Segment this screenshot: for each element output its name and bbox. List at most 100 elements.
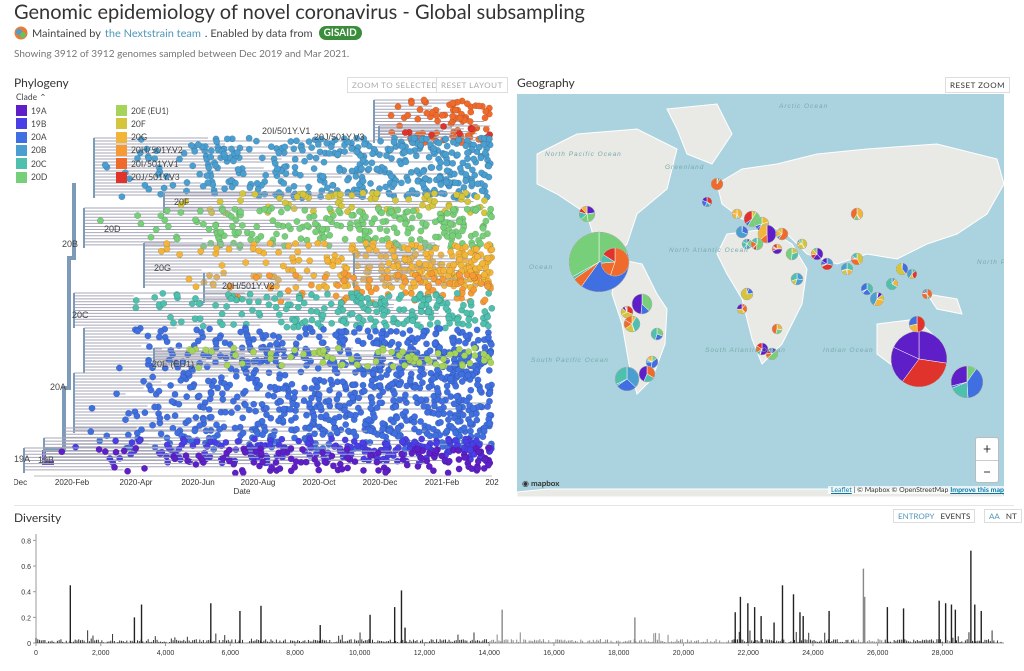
clade-label: 20C [72,310,89,320]
legend-label: 20A [31,132,47,143]
zoom-to-selected-button[interactable]: ZOOM TO SELECTED [347,77,443,93]
legend-item-20g[interactable]: 20G [116,131,148,143]
x-tick-label: 4,000 [157,650,175,657]
showing-summary: Showing 3912 of 3912 genomes sampled bet… [14,48,350,60]
tree-x-tick: 2020-Dec [363,478,398,487]
tree-x-tick: 2020-Oct [303,478,337,487]
map-label: Indian Ocean [823,347,874,354]
map-zoom-control[interactable]: + − [975,437,999,483]
legend-item-20j-501y-v3[interactable]: 20J/501Y.V3 [116,171,180,183]
legend-item-20a[interactable]: 20A [16,131,47,143]
geography-map[interactable]: Arctic Ocean Greenland North Atlantic Ocea… [517,94,1004,497]
chevron-up-icon[interactable]: ⌃ [39,92,47,102]
map-label: South Atlantic Ocean [705,347,786,354]
reset-layout-button[interactable]: RESET LAYOUT [436,77,508,93]
y-tick-label: 0.6 [21,564,31,571]
attribution-text: | © Mapbox © OpenStreetMap [853,486,949,494]
legend-label: 20B [31,145,47,156]
legend-swatch [116,131,127,143]
leaflet-link[interactable]: Leaflet [831,486,852,494]
mapbox-logo[interactable]: ◉ mapbox [522,478,560,488]
nextstrain-logo-icon [14,26,28,40]
x-tick-label: 14,000 [478,650,500,657]
legend-item-20b[interactable]: 20B [16,144,47,156]
y-tick-label: 0.2 [21,615,31,622]
divider [14,505,1014,506]
legend-item-20f[interactable]: 20F [116,118,146,130]
tree-x-tick: 2020-Jun [181,478,214,487]
page-title: Genomic epidemiology of novel coronaviru… [14,0,585,24]
legend-swatch [116,171,127,183]
phylogeny-title: Phylogeny [14,75,69,90]
clade-label: 20E (EU1) [152,359,194,369]
legend-item-20h-501y-v2[interactable]: 20H/501Y.V2 [116,144,183,156]
aa-tab[interactable]: AA [989,511,1000,521]
x-tick-label: 10,000 [349,650,371,657]
legend-item-19a[interactable]: 19A [16,105,47,116]
clade-label: 20H/501Y.V2 [222,281,274,291]
map-label: North Pacific Ocean [977,259,1004,266]
legend-swatch [116,105,127,116]
entropy-events-toggle[interactable]: ENTROPY EVENTS [893,509,976,523]
gisaid-logo[interactable]: GISAID [318,26,362,40]
zoom-out-button[interactable]: − [982,463,992,480]
x-tick-label: 20,000 [673,650,695,657]
map-label: Arctic Ocean [778,103,828,110]
clade-label: 20I/501Y.V1 [262,126,310,136]
legend-label: 19B [31,118,47,129]
x-tick-label: 24,000 [802,650,824,657]
aa-nt-toggle[interactable]: AA NT [984,509,1022,523]
y-tick-label: 0 [27,641,31,648]
maintained-prefix: Maintained by [32,26,101,40]
diversity-title: Diversity [14,510,62,525]
legend-item-20d[interactable]: 20D [16,171,47,183]
clade-label: 20F [174,197,190,207]
tree-x-label: Date [234,487,251,496]
legend-label: 20G [131,132,148,143]
legend-item-20e-eu1-[interactable]: 20E (EU1) [116,105,169,116]
legend-swatch [16,158,27,170]
tree-x-tick: 2020-Apr [120,478,153,487]
reset-zoom-button[interactable]: RESET ZOOM [945,77,1011,93]
diversity-chart[interactable]: 0 0.2 0.4 0.6 0.8 0 2,000 4,000 6,000 8,000 10,000… [14,528,1014,670]
legend-item-19b[interactable]: 19B [16,118,47,130]
improve-map-link[interactable]: Improve this map [950,486,1004,494]
tree-x-tick: 202 [485,478,499,487]
x-tick-label: 28,000 [932,650,954,657]
tree-x-tick: 2021-Feb [425,478,460,487]
tree-x-tick: 2020-Aug [241,478,276,487]
legend-swatch [116,144,127,156]
x-tick-label: 2,000 [92,650,110,657]
events-tab[interactable]: EVENTS [940,511,971,521]
tree-x-tick: 2020-Feb [55,478,90,487]
legend-label: 20F [131,118,146,129]
legend-label: 20H/501Y.V2 [131,145,183,156]
legend-label: 20C [31,158,47,169]
legend-item-20i-501y-v1[interactable]: 20I/501Y.V1 [116,158,179,170]
legend-item-20c[interactable]: 20C [16,158,47,170]
zoom-in-button[interactable]: + [976,438,998,461]
geography-title: Geography [517,75,575,90]
legend-swatch [116,118,127,130]
map-attribution: Leaflet | © Mapbox © OpenStreetMap Impro… [828,486,1007,494]
legend-title[interactable]: Clade ⌃ [16,92,47,102]
legend-label: 19A [31,105,47,116]
enabled-by-text: . Enabled by data from [204,26,313,40]
nt-tab[interactable]: NT [1005,511,1017,521]
legend-swatch [116,158,127,170]
x-tick-label: 18,000 [608,650,630,657]
legend-label: 20E (EU1) [131,105,169,116]
clade-label: 20A [50,382,66,392]
x-tick-label: 16,000 [543,650,565,657]
map-label: Ocean [529,264,553,271]
x-tick-label: 8,000 [286,650,304,657]
clade-label: 20D [104,224,121,234]
y-tick-label: 0.4 [21,590,31,597]
x-tick-label: 12,000 [414,650,436,657]
tree-x-tick: Dec [14,478,27,487]
legend-swatch [16,131,27,143]
entropy-tab[interactable]: ENTROPY [898,511,935,521]
maintainer-link[interactable]: the Nextstrain team [104,26,201,40]
legend-swatch [16,144,27,156]
phylogeny-tree[interactable]: 20I/501Y.V1 20J/501Y.V3 20F 20D 20B 20G 20H/50… [14,88,504,498]
